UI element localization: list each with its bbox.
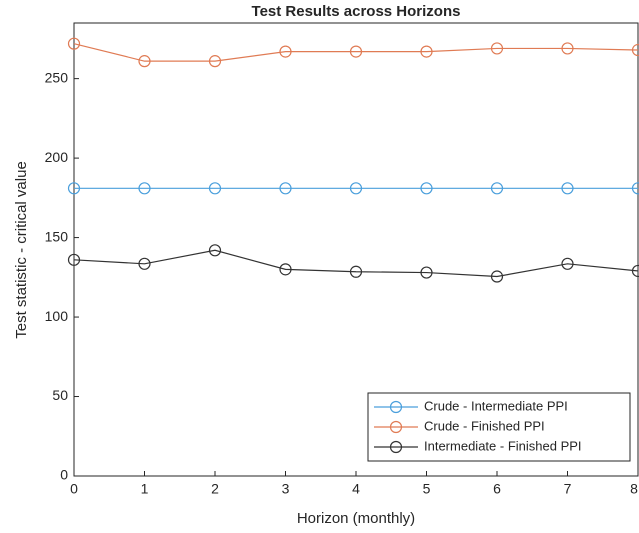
marker [67,253,81,266]
y-tick-label: 0 [60,467,68,483]
marker [561,42,574,55]
marker [490,182,504,195]
x-tick-label: 3 [282,481,290,497]
marker [279,45,292,58]
legend-marker [389,420,403,434]
marker [420,182,433,195]
marker [67,37,81,50]
x-tick-label: 6 [493,481,501,497]
legend-label: Crude - Intermediate PPI [424,398,568,413]
marker [279,263,292,276]
marker [349,45,363,58]
legend-marker [389,400,403,414]
series-line [73,43,639,62]
x-tick-label: 0 [70,481,78,497]
marker [631,264,639,278]
y-axis-label: Test statistic - critical value [13,161,30,339]
series-line [73,249,639,278]
marker [490,42,504,55]
x-tick-label: 1 [141,481,149,497]
chart-title: Test Results across Horizons [252,3,461,20]
marker [561,182,574,195]
y-tick-label: 50 [52,387,68,403]
marker [279,182,292,195]
y-tick-label: 150 [45,228,69,244]
marker [561,257,574,270]
legend-label: Crude - Finished PPI [424,418,545,433]
x-tick-label: 5 [423,481,431,497]
marker [208,244,222,257]
marker [631,43,639,57]
x-axis-label: Horizon (monthly) [297,510,415,527]
marker [420,266,433,279]
y-tick-label: 100 [45,308,69,324]
marker [138,55,151,68]
marker [208,55,222,68]
marker [490,270,504,283]
x-tick-label: 2 [211,481,219,497]
y-tick-label: 200 [45,149,69,165]
marker [138,257,151,270]
marker [631,182,639,195]
legend-marker [389,440,403,454]
y-tick-label: 250 [45,69,69,85]
x-tick-label: 4 [352,481,360,497]
marker [208,182,222,195]
marker [138,182,151,195]
marker [349,265,363,278]
marker [349,182,363,195]
marker [67,182,81,195]
x-tick-label: 7 [564,481,572,497]
x-tick-label: 8 [630,481,638,497]
legend-label: Intermediate - Finished PPI [424,438,582,453]
marker [420,45,433,58]
